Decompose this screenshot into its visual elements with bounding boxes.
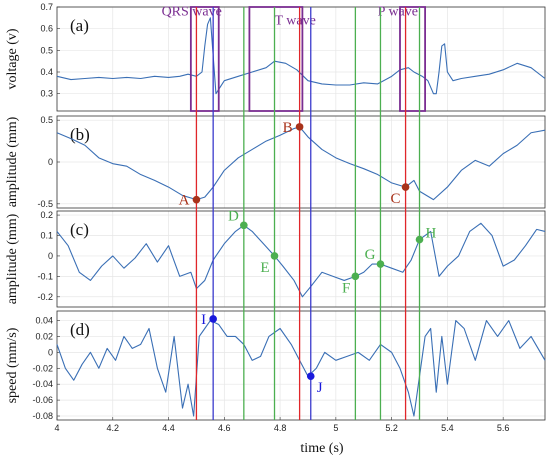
x-axis-label: time (s)	[300, 441, 343, 456]
ytick-label-c-2: 0	[48, 251, 53, 261]
y-axis-label-a: voltage (v)	[5, 28, 20, 89]
point-A	[192, 195, 201, 204]
point-J	[306, 372, 315, 381]
point-label-A: A	[179, 193, 190, 209]
panel-label-b: (b)	[70, 125, 90, 144]
panel-a: 0.3 0.4 0.5 0.6 0.7 voltage (v) (a) QRS wave T w…	[5, 2, 546, 112]
panel-label-d: (d)	[70, 320, 90, 339]
ytick-label-d-6: 0.04	[35, 316, 53, 326]
wave-label-0: QRS wave	[162, 5, 222, 20]
point-label-J: J	[317, 380, 323, 396]
wave-box-0	[189, 6, 220, 112]
wave-box-1	[248, 6, 304, 112]
panel-frame-d	[56, 310, 546, 421]
marker-lines	[195, 7, 421, 420]
xtick-label-1: 4.2	[107, 423, 120, 433]
ytick-label-c-1: -0.1	[37, 271, 53, 281]
wave-label-1: T wave	[275, 13, 316, 28]
point-E	[270, 252, 279, 260]
point-label-F: F	[342, 280, 350, 296]
point-F	[351, 272, 360, 281]
panel-d: -0.08 -0.06 -0.04 -0.02 0 0.02 0.04 speed (mm/s…	[5, 310, 546, 421]
xtick-label-4: 4.8	[274, 423, 287, 433]
ytick-label-a-3: 0.6	[40, 24, 53, 34]
ytick-label-a-1: 0.4	[40, 67, 53, 77]
ytick-label-b-2: 0.5	[40, 115, 53, 125]
ytick-label-a-2: 0.5	[40, 45, 53, 55]
panel-label-c: (c)	[70, 220, 89, 239]
point-G	[376, 260, 385, 268]
y-axis-label-d: speed (mm/s)	[5, 327, 20, 403]
xtick-label-5: 5	[333, 423, 338, 433]
point-I	[209, 315, 217, 323]
ytick-label-b-0: -0.5	[37, 199, 53, 209]
xtick-label-3: 4.6	[218, 423, 231, 433]
ytick-label-d-3: -0.02	[32, 363, 53, 373]
ytick-label-d-1: -0.06	[32, 395, 53, 405]
y-axis-label-b: amplitude (mm)	[5, 116, 20, 207]
trace-line-b	[56, 126, 546, 201]
xtick-label-7: 5.4	[441, 423, 454, 433]
point-label-I: I	[201, 312, 206, 328]
point-H	[415, 235, 424, 244]
ytick-label-d-2: -0.04	[32, 379, 53, 389]
point-label-C: C	[391, 191, 401, 207]
xtick-label-8: 5.6	[497, 423, 510, 433]
point-label-G: G	[365, 247, 376, 263]
ytick-label-d-0: -0.08	[32, 411, 53, 421]
point-label-D: D	[228, 208, 239, 224]
point-B	[295, 123, 304, 131]
wave-label-2: P wave	[378, 5, 418, 20]
trace-line-c	[56, 222, 546, 298]
ytick-label-c-3: 0.1	[40, 231, 53, 241]
xtick-label-0: 4	[54, 423, 59, 433]
ytick-label-c-4: 0.2	[40, 210, 53, 220]
trace-line-d	[56, 320, 546, 417]
xtick-label-2: 4.4	[162, 423, 175, 433]
point-C	[401, 183, 410, 191]
panel-frame-c	[56, 210, 546, 308]
point-label-E: E	[260, 260, 269, 276]
point-label-H: H	[426, 226, 437, 242]
ytick-label-d-5: 0.02	[35, 331, 53, 341]
xtick-label-6: 5.2	[385, 423, 398, 433]
panel-c: -0.2 -0.1 0 0.1 0.2 amplitude (mm) (c)	[5, 210, 546, 308]
point-D	[240, 221, 248, 230]
point-label-B: B	[283, 120, 293, 136]
ytick-label-a-4: 0.7	[40, 2, 53, 12]
panel-label-a: (a)	[70, 16, 89, 35]
ytick-label-c-0: -0.2	[37, 292, 53, 302]
wave-box-2	[399, 6, 426, 112]
trace-line-a	[56, 17, 546, 95]
ytick-label-a-0: 0.3	[40, 89, 53, 99]
y-axis-label-c: amplitude (mm)	[5, 213, 20, 304]
ytick-label-b-1: 0	[48, 157, 53, 167]
x-axis-ticks: 4 4.2 4.4 4.6 4.8 5 5.2 5.4 5.6	[54, 417, 509, 433]
ytick-label-d-4: 0	[48, 347, 53, 357]
